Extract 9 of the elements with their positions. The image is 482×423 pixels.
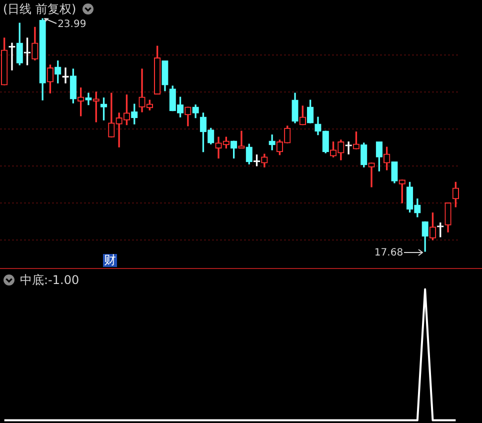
text: 财 bbox=[103, 253, 117, 267]
annotation: 17.68 bbox=[374, 247, 404, 258]
candlestick bbox=[238, 130, 245, 148]
annotation: 23.99 bbox=[58, 18, 86, 30]
chart-title: 中底:-1.00 bbox=[20, 273, 80, 287]
candlestick bbox=[268, 134, 276, 150]
candlestick bbox=[368, 162, 375, 188]
chart-title: (日线 前复权) bbox=[3, 2, 76, 16]
candlestick bbox=[85, 92, 92, 106]
